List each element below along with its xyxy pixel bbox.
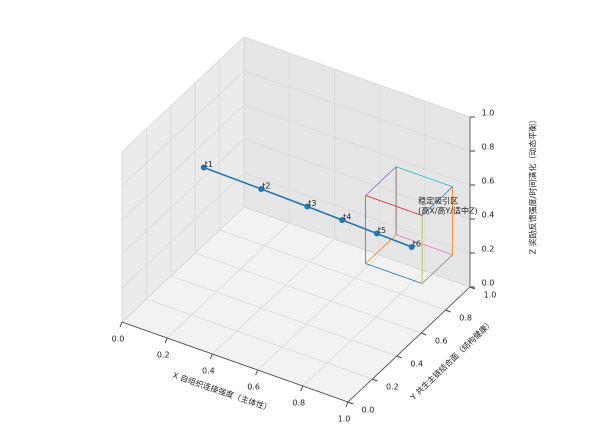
grid-line — [257, 254, 380, 371]
x-tick-label: 0.6 — [247, 383, 260, 392]
y-tick-label: 0.6 — [435, 337, 448, 346]
z-tick-label: 0.6 — [482, 177, 495, 186]
trajectory-line — [203, 166, 412, 248]
x-tick-label: 0.0 — [112, 335, 125, 344]
x-tick — [345, 401, 349, 408]
z-tick-label: 0.4 — [482, 211, 495, 220]
region-edge — [395, 234, 453, 256]
grid-line — [166, 222, 290, 339]
grid-line — [212, 238, 335, 355]
z-axis-label: Z 奖励反馈强度/时间演化（动态平衡） — [528, 116, 538, 255]
y-tick-label: 0.0 — [362, 406, 375, 415]
y-tick-label: 0.8 — [459, 314, 472, 323]
grid-line — [219, 229, 446, 311]
trajectory-point — [408, 244, 415, 250]
y-tick-label: 0.2 — [386, 383, 399, 392]
grid-line — [146, 298, 373, 380]
y-tick — [396, 355, 402, 359]
y-tick-label: 1.0 — [484, 291, 497, 300]
grid-line — [121, 138, 245, 255]
trajectory-point — [258, 186, 265, 192]
region-edge — [365, 166, 397, 196]
z-tick-label: 1.0 — [482, 109, 495, 118]
y-tick-label: 0.4 — [410, 360, 423, 369]
grid-line — [243, 36, 471, 118]
region-edge — [365, 195, 423, 216]
region-edge — [365, 263, 423, 284]
grid-line — [170, 275, 397, 357]
point-label: t6 — [413, 240, 421, 249]
region-label: (高X/高Y/适中Z) — [418, 205, 477, 215]
grid-line — [195, 252, 422, 334]
grid-line — [121, 70, 245, 187]
grid-line — [121, 36, 245, 153]
x-tick — [255, 369, 259, 376]
axis-line — [121, 321, 349, 403]
region-label: 稳定吸引区 — [418, 195, 458, 205]
point-label: t5 — [378, 226, 386, 235]
point-label: t2 — [262, 182, 270, 191]
point-label: t3 — [308, 199, 316, 208]
grid-line — [302, 270, 426, 387]
point-label: t1 — [205, 160, 213, 169]
trajectory-point — [304, 203, 311, 210]
z-tick-label: 0.2 — [482, 245, 495, 254]
x-tick — [300, 385, 304, 392]
z-tick-label: 0.8 — [482, 143, 495, 152]
x-tick — [209, 353, 213, 360]
y-tick — [372, 378, 378, 382]
y-tick — [421, 332, 427, 336]
x-tick-label: 0.8 — [292, 399, 305, 408]
point-label: t4 — [343, 213, 351, 222]
grid-line — [243, 172, 471, 254]
x-tick — [164, 337, 168, 344]
trajectory-point — [339, 217, 346, 223]
trajectory-point — [200, 164, 207, 171]
x-axis-label: X 自组织连接强度（主体性） — [171, 370, 273, 413]
grid-line — [121, 172, 245, 289]
grid-line — [121, 206, 245, 323]
x-tick-label: 0.4 — [202, 367, 215, 376]
region-edge — [421, 186, 453, 216]
grid-line — [243, 70, 471, 152]
x-tick-label: 1.0 — [338, 415, 351, 424]
x-tick — [119, 321, 123, 328]
trajectory-point — [373, 230, 380, 237]
y-tick — [445, 309, 451, 313]
grid-line — [121, 104, 245, 221]
axis-line — [347, 286, 471, 403]
y-tick — [347, 401, 354, 405]
grid-line — [243, 104, 471, 186]
region-edge — [421, 254, 453, 284]
z-tick-label: 0.0 — [482, 279, 495, 288]
x-tick-label: 0.2 — [157, 351, 170, 360]
region-edge — [395, 166, 453, 188]
